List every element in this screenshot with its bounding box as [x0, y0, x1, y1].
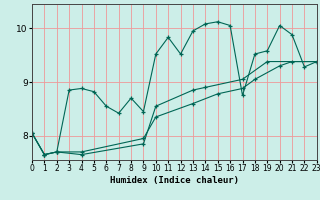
- X-axis label: Humidex (Indice chaleur): Humidex (Indice chaleur): [110, 176, 239, 185]
